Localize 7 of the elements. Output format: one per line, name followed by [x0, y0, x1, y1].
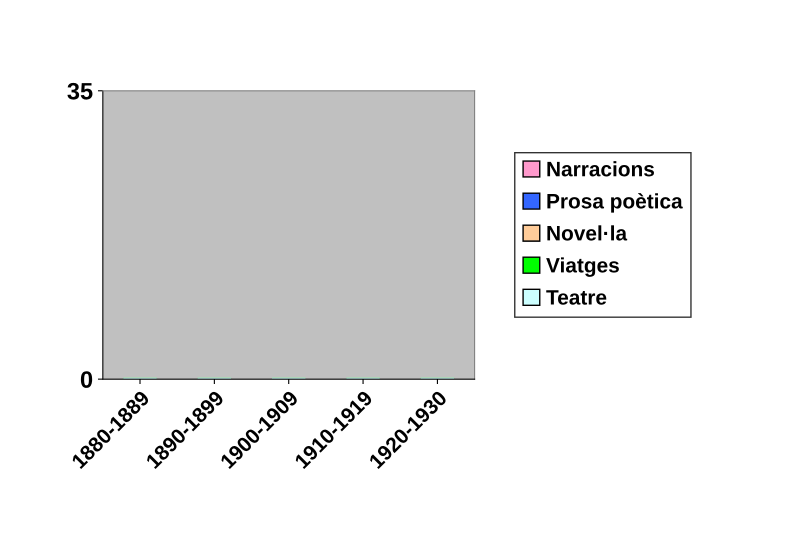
- legend-label: Narracions: [547, 161, 654, 176]
- y-tick-label: 35: [67, 82, 92, 100]
- legend-label: Teatre: [546, 290, 606, 305]
- y-tick-label: 0: [80, 371, 92, 388]
- legend-label: Viatges: [546, 257, 619, 277]
- legend-label: Prosa poètica: [547, 193, 683, 213]
- legend-label: Novel·la: [547, 225, 628, 241]
